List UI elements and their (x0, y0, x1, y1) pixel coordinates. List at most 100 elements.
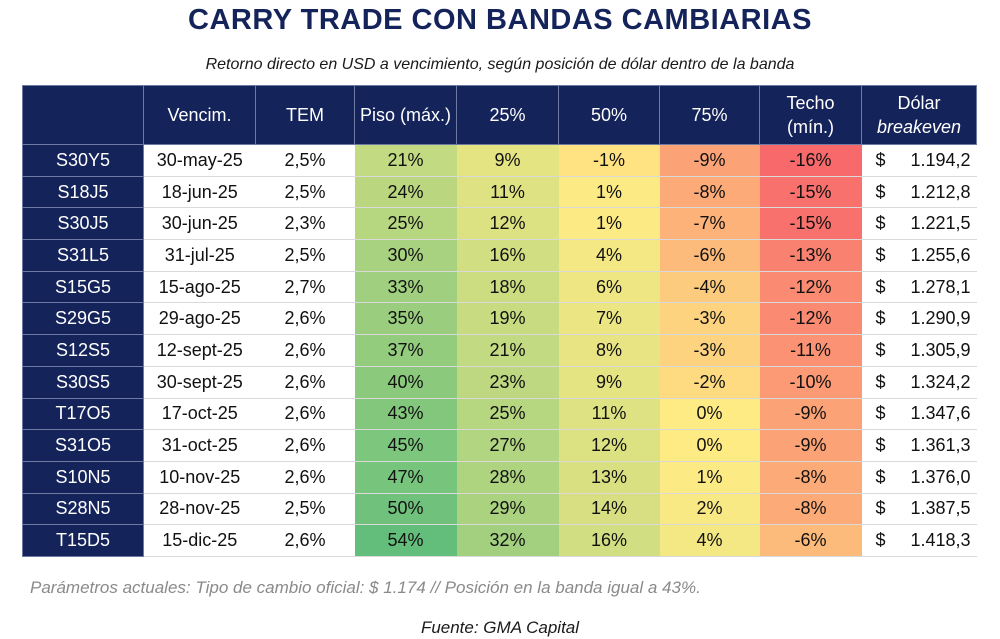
bond-code-cell: S30S5 (22, 365, 144, 399)
bond-code-cell: S28N5 (22, 492, 144, 526)
piso-cell: 45% (354, 429, 457, 462)
p75-cell: -9% (659, 144, 760, 177)
piso-cell: 37% (354, 334, 457, 367)
carry-trade-table: Vencim. TEM Piso (máx.) 25% 50% 75% Tech… (22, 85, 977, 557)
p50-cell: 4% (558, 239, 660, 272)
p25-cell: 27% (456, 429, 559, 462)
tem-cell: 2,6% (255, 365, 355, 399)
p25-cell: 19% (456, 302, 559, 336)
bond-code-cell: S31O5 (22, 429, 144, 462)
header-row: Vencim. TEM Piso (máx.) 25% 50% 75% Tech… (22, 85, 977, 145)
p50-cell: 12% (558, 429, 660, 462)
maturity-cell: 12-sept-25 (143, 334, 256, 367)
table-row: T15D5 15-dic-25 2,6% 54% 32% 16% 4% -6% $1.418,3 (22, 524, 977, 557)
techo-cell: -9% (759, 429, 862, 462)
breakeven-value: 1.361,3 (910, 435, 971, 456)
p50-cell: -1% (558, 144, 660, 177)
maturity-cell: 30-may-25 (143, 144, 256, 177)
breakeven-cell: $1.212,8 (861, 175, 977, 209)
breakeven-value: 1.194,2 (910, 149, 971, 170)
p75-cell: -8% (659, 175, 760, 209)
techo-cell: -6% (759, 524, 862, 557)
breakeven-value: 1.324,2 (910, 371, 971, 392)
breakeven-value: 1.305,9 (910, 339, 971, 360)
maturity-cell: 28-nov-25 (143, 492, 256, 526)
header-dolar-line2: breakeven (876, 117, 962, 137)
p75-cell: -3% (659, 302, 760, 336)
currency-symbol: $ (875, 435, 886, 456)
p50-cell: 6% (558, 270, 660, 304)
bond-code-cell: S15G5 (22, 270, 144, 304)
breakeven-cell: $1.194,2 (861, 144, 977, 177)
table-row: S10N5 10-nov-25 2,6% 47% 28% 13% 1% -8% $1.376,0 (22, 460, 977, 494)
breakeven-value: 1.278,1 (910, 276, 971, 297)
p75-cell: -2% (659, 365, 760, 399)
tem-cell: 2,7% (255, 270, 355, 304)
piso-cell: 43% (354, 397, 457, 431)
techo-cell: -13% (759, 239, 862, 272)
piso-cell: 33% (354, 270, 457, 304)
header-dolar-line1: Dólar (897, 92, 941, 113)
breakeven-cell: $1.376,0 (861, 460, 977, 494)
p25-cell: 18% (456, 270, 559, 304)
breakeven-value: 1.212,8 (910, 181, 971, 202)
table-body: S30Y5 30-may-25 2,5% 21% 9% -1% -9% -16% $1.194,… (22, 144, 977, 557)
p25-cell: 23% (456, 365, 559, 399)
currency-symbol: $ (875, 403, 886, 424)
breakeven-value: 1.376,0 (910, 466, 971, 487)
p50-cell: 16% (558, 524, 660, 557)
p25-cell: 11% (456, 175, 559, 209)
p25-cell: 16% (456, 239, 559, 272)
currency-symbol: $ (875, 276, 886, 297)
techo-cell: -8% (759, 492, 862, 526)
breakeven-cell: $1.255,6 (861, 239, 977, 272)
header-p75: 75% (659, 85, 760, 145)
tem-cell: 2,6% (255, 302, 355, 336)
table-row: S30Y5 30-may-25 2,5% 21% 9% -1% -9% -16% $1.194,… (22, 144, 977, 177)
currency-symbol: $ (875, 339, 886, 360)
p75-cell: 2% (659, 492, 760, 526)
breakeven-cell: $1.305,9 (861, 334, 977, 367)
maturity-cell: 31-oct-25 (143, 429, 256, 462)
techo-cell: -12% (759, 270, 862, 304)
tem-cell: 2,6% (255, 334, 355, 367)
currency-symbol: $ (875, 498, 886, 519)
table-row: S15G5 15-ago-25 2,7% 33% 18% 6% -4% -12% $1.278,… (22, 270, 977, 304)
p25-cell: 12% (456, 207, 559, 241)
p50-cell: 11% (558, 397, 660, 431)
techo-cell: -15% (759, 207, 862, 241)
header-dolar: Dólar breakeven (861, 85, 977, 145)
header-techo: Techo (mín.) (759, 85, 862, 145)
p50-cell: 14% (558, 492, 660, 526)
maturity-cell: 31-jul-25 (143, 239, 256, 272)
bond-code-cell: S31L5 (22, 239, 144, 272)
breakeven-cell: $1.361,3 (861, 429, 977, 462)
table-row: S18J5 18-jun-25 2,5% 24% 11% 1% -8% -15% $1.212,… (22, 175, 977, 209)
breakeven-cell: $1.324,2 (861, 365, 977, 399)
currency-symbol: $ (875, 213, 886, 234)
currency-symbol: $ (875, 308, 886, 329)
bond-code-cell: T15D5 (22, 524, 144, 557)
breakeven-cell: $1.418,3 (861, 524, 977, 557)
p50-cell: 13% (558, 460, 660, 494)
header-code (22, 85, 144, 145)
techo-cell: -15% (759, 175, 862, 209)
table-row: S31L5 31-jul-25 2,5% 30% 16% 4% -6% -13% $1.255,… (22, 239, 977, 272)
tem-cell: 2,5% (255, 144, 355, 177)
tem-cell: 2,5% (255, 239, 355, 272)
piso-cell: 40% (354, 365, 457, 399)
piso-cell: 47% (354, 460, 457, 494)
tem-cell: 2,5% (255, 175, 355, 209)
breakeven-value: 1.290,9 (910, 308, 971, 329)
p50-cell: 8% (558, 334, 660, 367)
currency-symbol: $ (875, 181, 886, 202)
piso-cell: 54% (354, 524, 457, 557)
breakeven-cell: $1.290,9 (861, 302, 977, 336)
page-subtitle: Retorno directo en USD a vencimiento, se… (205, 56, 795, 73)
p75-cell: 0% (659, 397, 760, 431)
p50-cell: 7% (558, 302, 660, 336)
techo-cell: -12% (759, 302, 862, 336)
piso-cell: 25% (354, 207, 457, 241)
bond-code-cell: S30Y5 (22, 144, 144, 177)
techo-cell: -10% (759, 365, 862, 399)
